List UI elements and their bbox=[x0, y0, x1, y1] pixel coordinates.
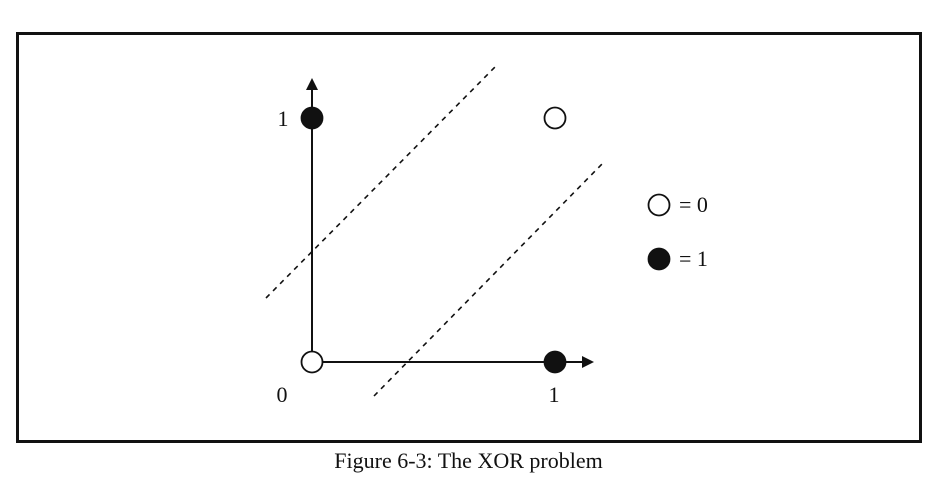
decision-boundary-lower bbox=[373, 161, 605, 397]
point-0-0 bbox=[300, 350, 324, 374]
decision-boundary-upper bbox=[265, 65, 497, 299]
legend-filled-marker bbox=[647, 247, 671, 271]
x-origin-label: 0 bbox=[277, 382, 288, 407]
legend-filled-label: = 1 bbox=[679, 246, 708, 271]
point-0-1 bbox=[300, 106, 324, 130]
points-group bbox=[300, 106, 567, 374]
legend-open-marker bbox=[647, 193, 671, 217]
legend: = 0 = 1 bbox=[647, 192, 708, 271]
point-1-0 bbox=[543, 350, 567, 374]
x-one-label: 1 bbox=[549, 382, 560, 407]
figure-frame bbox=[16, 32, 922, 443]
figure-caption: Figure 6-3: The XOR problem bbox=[334, 448, 603, 473]
point-1-1 bbox=[543, 106, 567, 130]
y-one-label: 1 bbox=[278, 106, 289, 131]
legend-open-label: = 0 bbox=[679, 192, 708, 217]
